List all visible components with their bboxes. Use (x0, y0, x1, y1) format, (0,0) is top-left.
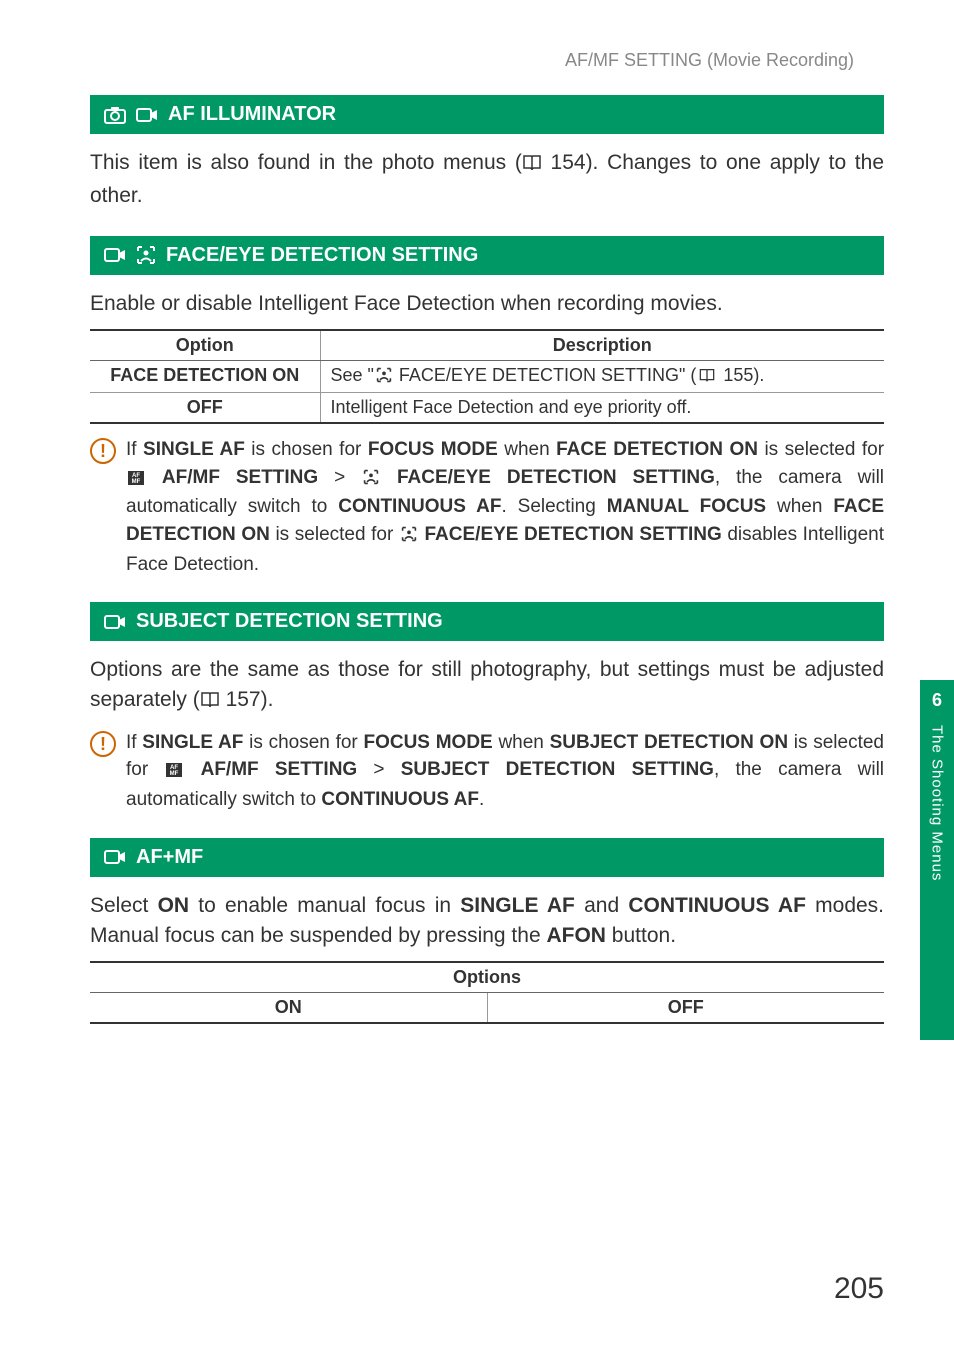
text: See " (331, 365, 374, 385)
text-bold: ON (158, 894, 190, 917)
text: Select (90, 894, 158, 917)
chapter-number: 6 (932, 690, 942, 711)
face-eye-body: Enable or disable Intelligent Face Detec… (90, 289, 884, 319)
face-icon (363, 466, 379, 494)
option-off: OFF (487, 993, 884, 1024)
desc-cell: Intelligent Face Detection and eye prior… (320, 393, 884, 424)
face-eye-table: Option Description FACE DETECTION ON See… (90, 329, 884, 424)
af-mf-icon: AFMF (166, 758, 182, 786)
face-icon (401, 523, 417, 551)
table-row: FACE DETECTION ON See " FACE/EYE DETECTI… (90, 361, 884, 393)
text-bold: CONTINUOUS AF (321, 789, 479, 810)
caution-note: ! If SINGLE AF is chosen for FOCUS MODE … (90, 436, 884, 578)
face-icon (136, 245, 156, 265)
text: If (126, 732, 142, 753)
text: is chosen for (245, 439, 368, 460)
section-header-af-illuminator: AF ILLUMINATOR (90, 95, 884, 134)
movie-icon (136, 106, 158, 124)
page-ref-icon (200, 688, 220, 718)
note-body: If SINGLE AF is chosen for FOCUS MODE wh… (126, 729, 884, 814)
movie-icon (104, 246, 126, 264)
text: is chosen for (243, 732, 363, 753)
text: If (126, 439, 143, 460)
text-bold: FACE/EYE DETECTION SETTING (425, 524, 722, 545)
svg-text:MF: MF (132, 479, 141, 485)
caution-note: ! If SINGLE AF is chosen for FOCUS MODE … (90, 729, 884, 814)
text-bold: FOCUS MODE (368, 439, 498, 460)
col-option: Option (90, 330, 320, 361)
afmf-table: Options ON OFF (90, 961, 884, 1024)
text: is selected for (270, 524, 399, 545)
warning-icon: ! (90, 731, 116, 757)
text-bold: FACE/EYE DETECTION SETTING (397, 467, 715, 488)
movie-icon (104, 848, 126, 866)
text-bold: SINGLE AF (460, 894, 575, 917)
text: button. (606, 924, 676, 947)
movie-icon (104, 613, 126, 631)
text-bold: SINGLE AF (142, 732, 243, 753)
option-cell: OFF (90, 393, 320, 424)
text-bold: CONTINUOUS AF (338, 496, 501, 517)
text-bold: AF/MF SETTING (201, 759, 358, 780)
text: FACE/EYE DETECTION SETTING" ( (394, 365, 696, 385)
section-header-subject: SUBJECT DETECTION SETTING (90, 602, 884, 641)
afmf-body: Select ON to enable manual focus in SING… (90, 891, 884, 952)
text: > (318, 467, 361, 488)
text: when (766, 496, 833, 517)
page-ref: 155 (723, 365, 753, 385)
chapter-tab: 6 The Shooting Menus (920, 680, 954, 1040)
subject-body: Options are the same as those for still … (90, 655, 884, 719)
text: when (498, 439, 556, 460)
text-bold: MANUAL FOCUS (607, 496, 766, 517)
section-title: FACE/EYE DETECTION SETTING (166, 244, 478, 267)
text: This item is also found in the photo men… (90, 151, 522, 174)
text-bold: SUBJECT DETECTION ON (550, 732, 788, 753)
text: when (493, 732, 550, 753)
section-title: AF+MF (136, 846, 203, 869)
text-bold: AFON (546, 924, 606, 947)
text-bold: SUBJECT DETECTION SETTING (401, 759, 714, 780)
face-icon (376, 367, 392, 388)
option-cell: FACE DETECTION ON (90, 361, 320, 393)
text: and (575, 894, 628, 917)
col-description: Description (320, 330, 884, 361)
text: is selected for (758, 439, 884, 460)
section-header-face-eye: FACE/EYE DETECTION SETTING (90, 236, 884, 275)
text: ). (261, 688, 274, 711)
text-bold: SINGLE AF (143, 439, 245, 460)
camera-icon (104, 106, 126, 124)
page-number: 205 (834, 1272, 884, 1306)
text: to enable manual focus in (189, 894, 460, 917)
breadcrumb: AF/MF SETTING (Movie Recording) (90, 50, 884, 71)
af-mf-icon: AFMF (128, 466, 144, 494)
svg-text:MF: MF (170, 771, 179, 777)
text: . (479, 789, 484, 810)
af-illum-body: This item is also found in the photo men… (90, 148, 884, 212)
page-ref: 157 (226, 688, 261, 711)
page-ref: 154 (551, 151, 586, 174)
text-bold: FOCUS MODE (363, 732, 492, 753)
text: > (357, 759, 401, 780)
section-header-afmf: AF+MF (90, 838, 884, 877)
chapter-label: The Shooting Menus (929, 725, 946, 881)
section-title: AF ILLUMINATOR (168, 103, 336, 126)
option-on: ON (90, 993, 487, 1024)
page-ref-icon (522, 151, 542, 181)
section-title: SUBJECT DETECTION SETTING (136, 610, 443, 633)
text-bold: AF/MF SETTING (162, 467, 318, 488)
col-options: Options (90, 962, 884, 993)
text-bold: CONTINUOUS AF (628, 894, 806, 917)
table-row: OFF Intelligent Face Detection and eye p… (90, 393, 884, 424)
text-bold: FACE DETECTION ON (556, 439, 758, 460)
text: ). (753, 365, 764, 385)
note-body: If SINGLE AF is chosen for FOCUS MODE wh… (126, 436, 884, 578)
warning-icon: ! (90, 438, 116, 464)
text: . Selecting (501, 496, 606, 517)
desc-cell: See " FACE/EYE DETECTION SETTING" ( 155)… (320, 361, 884, 393)
page-ref-icon (698, 367, 716, 388)
